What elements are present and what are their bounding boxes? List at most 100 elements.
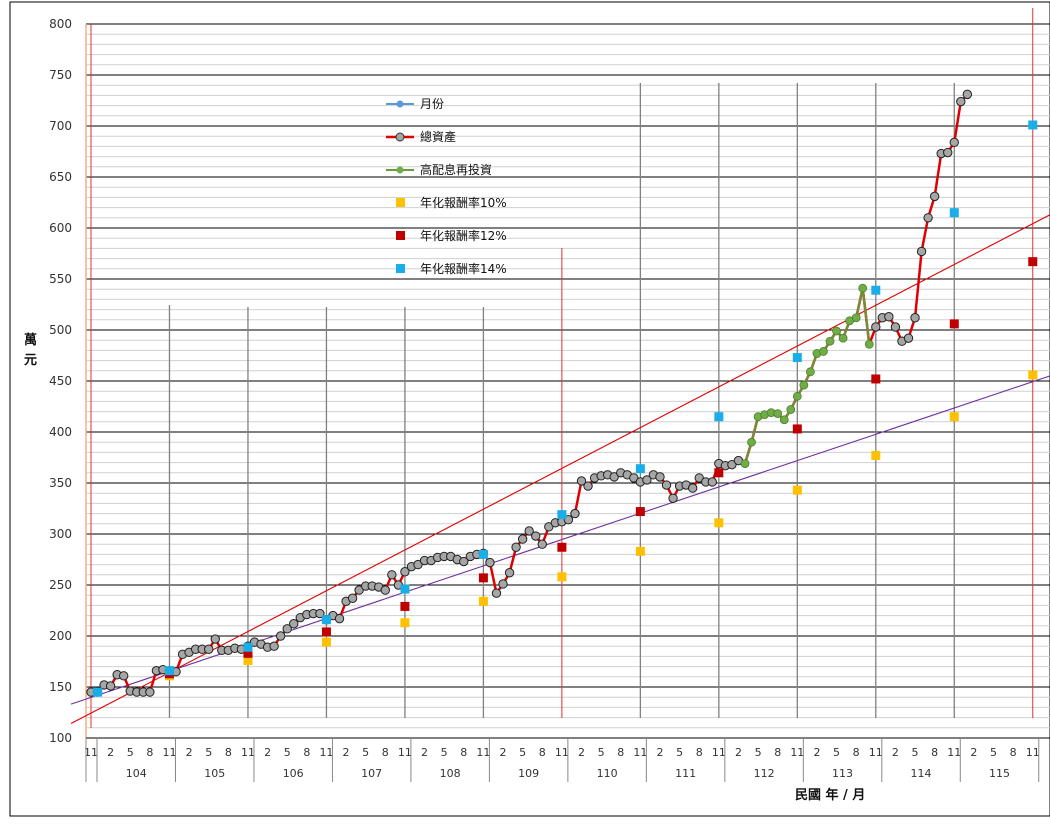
high-dividend-point xyxy=(832,326,841,336)
total-assets-point xyxy=(145,687,155,697)
return-14-point xyxy=(792,353,802,363)
return-10-point xyxy=(949,412,959,422)
total-assets-point xyxy=(570,508,580,519)
x-year-label: 110 xyxy=(597,767,618,780)
series-annual-returns xyxy=(93,120,1038,697)
y-tick-label: 200 xyxy=(49,629,72,643)
total-assets-point xyxy=(890,322,901,332)
x-tick-label: 11 xyxy=(1026,746,1040,759)
return-14-point xyxy=(164,666,174,676)
x-tick-label: 11 xyxy=(947,746,961,759)
total-assets-point xyxy=(576,476,587,486)
total-assets-point xyxy=(707,477,717,487)
x-tick-label: 2 xyxy=(343,746,350,759)
total-assets-point xyxy=(694,473,704,483)
total-assets-point xyxy=(511,542,521,552)
high-dividend-point xyxy=(740,459,750,469)
x-tick-label: 11 xyxy=(869,746,883,759)
return-14-point xyxy=(871,285,881,295)
x-tick-label: 2 xyxy=(578,746,585,759)
x-year-label: 114 xyxy=(911,767,932,780)
x-tick-label: 5 xyxy=(755,746,762,759)
return-14-point xyxy=(714,412,724,422)
legend-label-return-14: 年化報酬率14% xyxy=(420,261,507,276)
x-tick-label: 2 xyxy=(1049,746,1050,759)
return-14-point xyxy=(1028,120,1038,130)
return-12-point xyxy=(871,374,881,384)
x-tick-label: 2 xyxy=(500,746,507,759)
total-assets-point xyxy=(661,480,672,490)
total-assets-point xyxy=(380,585,390,595)
x-year-label: 106 xyxy=(283,767,304,780)
total-assets-point xyxy=(354,585,364,595)
total-assets-point xyxy=(269,641,279,651)
x-tick-label: 11 xyxy=(84,746,98,759)
total-assets-point xyxy=(916,246,927,257)
y-axis-title-bottom: 元 xyxy=(24,353,37,368)
x-tick-label: 2 xyxy=(186,746,193,759)
total-assets-point xyxy=(943,147,953,158)
x-tick-label: 2 xyxy=(264,746,271,759)
return-14-point xyxy=(557,510,567,520)
minor-gridlines xyxy=(86,33,1050,729)
high-dividend-point xyxy=(864,339,874,349)
x-tick-label: 5 xyxy=(205,746,212,759)
y-tick-label: 600 xyxy=(49,221,72,235)
x-year-label: 111 xyxy=(675,767,696,780)
x-year-label: 112 xyxy=(754,767,775,780)
x-tick-label: 8 xyxy=(382,746,389,759)
trendline xyxy=(70,375,1050,705)
major-gridlines xyxy=(85,23,1050,739)
high-dividend-point xyxy=(786,405,796,414)
trendlines xyxy=(70,214,1050,725)
x-tick-label: 11 xyxy=(555,746,569,759)
x-tick-label: 8 xyxy=(460,746,467,759)
return-10-point xyxy=(1028,370,1038,380)
return-10-point xyxy=(400,618,410,628)
total-assets-point xyxy=(655,472,665,482)
x-tick-label: 11 xyxy=(398,746,412,759)
x-year-label: 107 xyxy=(361,767,382,780)
x-year-label: 109 xyxy=(518,767,539,780)
x-tick-label: 8 xyxy=(1010,746,1017,759)
x-tick-label: 2 xyxy=(735,746,742,759)
x-tick-label: 2 xyxy=(813,746,820,759)
total-assets-point xyxy=(962,89,973,100)
return-14-point xyxy=(400,584,410,594)
total-assets-point xyxy=(498,579,508,589)
high-dividend-point xyxy=(773,409,783,419)
total-assets-point xyxy=(884,312,894,322)
return-10-point xyxy=(478,596,488,606)
x-tick-label: 11 xyxy=(476,746,490,759)
total-assets-point xyxy=(910,313,920,323)
x-tick-label: 11 xyxy=(241,746,255,759)
total-assets-point xyxy=(275,631,286,641)
return-12-point xyxy=(714,468,724,478)
x-tick-label: 8 xyxy=(617,746,624,759)
total-assets-point xyxy=(687,483,698,493)
y-axis-title-top: 萬 xyxy=(24,332,37,348)
total-assets-point xyxy=(923,213,933,223)
total-assets-point xyxy=(544,522,554,532)
return-12-point xyxy=(321,627,331,637)
x-tick-label: 8 xyxy=(539,746,546,759)
return-10-point xyxy=(635,546,645,556)
y-tick-label: 250 xyxy=(49,578,72,592)
high-dividend-point xyxy=(819,347,828,356)
high-dividend-point xyxy=(779,415,789,425)
y-axis-ticks: 100 150 200 250 300 350 400 450 500 550 600 650 700 7… xyxy=(49,17,72,745)
x-year-label: 104 xyxy=(126,767,147,780)
legend-entry-high-dividend: 高配息再投資 xyxy=(386,162,492,177)
x-tick-label: 2 xyxy=(970,746,977,759)
x-tick-label: 5 xyxy=(519,746,526,759)
y-tick-label: 500 xyxy=(49,323,72,337)
y-tick-label: 350 xyxy=(49,476,72,490)
x-tick-label: 2 xyxy=(892,746,899,759)
total-assets-point xyxy=(727,459,737,470)
high-dividend-point xyxy=(792,391,802,401)
x-tick-label: 8 xyxy=(146,746,153,759)
legend-entry-return-12: 年化報酬率12% xyxy=(396,228,507,243)
total-assets-line xyxy=(91,93,969,694)
x-tick-label: 5 xyxy=(912,746,919,759)
